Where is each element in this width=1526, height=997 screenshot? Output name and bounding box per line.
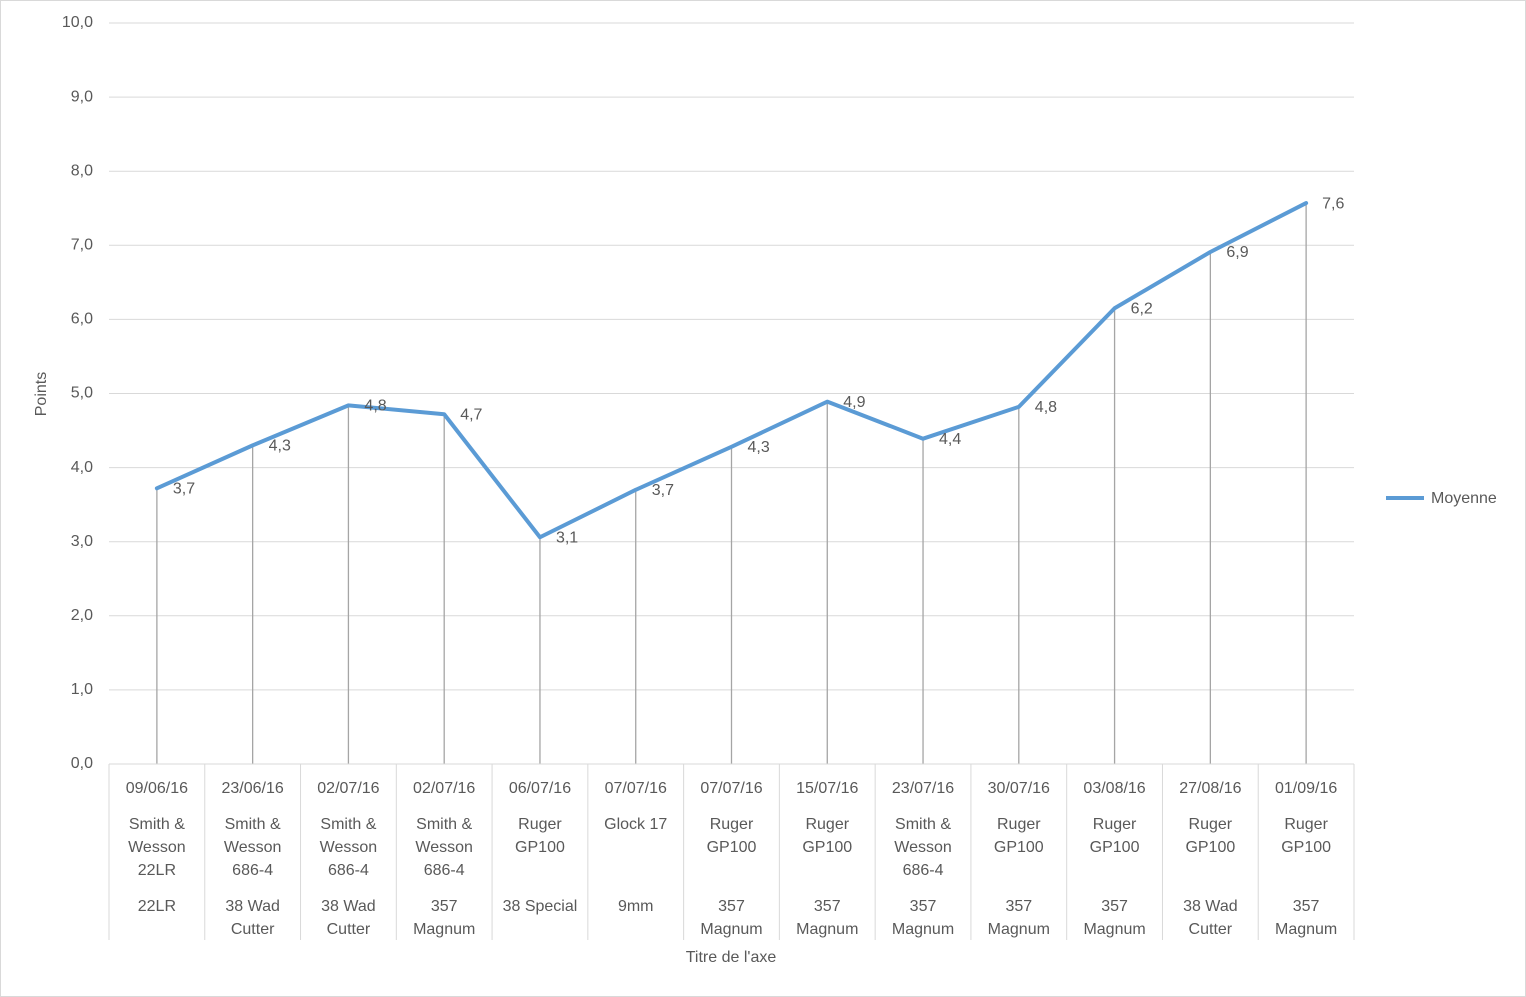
x-tick-model: Ruger GP100 — [515, 815, 565, 856]
x-tick-model: Glock 17 — [604, 815, 668, 833]
x-tick-date: 03/08/16 — [1083, 779, 1146, 797]
x-tick-date: 15/07/16 — [796, 779, 859, 797]
x-tick-model: Ruger GP100 — [1281, 815, 1332, 856]
data-label: 6,2 — [1131, 301, 1153, 318]
x-tick-model: Smith & Wesson 686-4 — [894, 815, 952, 879]
y-tick-label: 10,0 — [62, 14, 93, 31]
data-label: 4,8 — [364, 398, 386, 415]
data-label: 3,7 — [652, 482, 674, 499]
x-tick-date: 27/08/16 — [1179, 779, 1242, 797]
x-tick-model: Ruger GP100 — [993, 815, 1044, 856]
y-tick-label: 1,0 — [71, 681, 93, 698]
y-tick-label: 9,0 — [71, 88, 93, 105]
x-tick-caliber: 38 Wad Cutter — [1183, 897, 1238, 938]
x-tick-model: Smith & Wesson 686-4 — [223, 815, 282, 879]
data-label: 4,4 — [939, 431, 961, 448]
x-tick-date: 23/06/16 — [221, 779, 284, 797]
x-tick-model: Ruger GP100 — [1185, 815, 1236, 856]
x-tick-model: Ruger GP100 — [1089, 815, 1140, 856]
x-tick-date: 09/06/16 — [125, 779, 189, 797]
x-tick-model: Smith & Wesson 22LR — [128, 815, 186, 879]
x-tick-date: 07/07/16 — [604, 779, 667, 797]
y-tick-label: 6,0 — [71, 311, 93, 328]
series-line — [154, 201, 1309, 540]
x-tick-caliber: 357 Magnum — [796, 897, 859, 938]
x-tick-caliber: 38 Special — [502, 897, 578, 915]
x-tick-model: Ruger GP100 — [706, 815, 757, 856]
y-tick-label: 5,0 — [71, 385, 93, 402]
y-tick-label: 8,0 — [71, 162, 93, 179]
legend-label: Moyenne — [1431, 490, 1497, 507]
x-tick-date: 01/09/16 — [1274, 779, 1338, 797]
x-tick-caliber: 357 Magnum — [891, 897, 955, 938]
x-tick-caliber: 357 Magnum — [700, 897, 763, 938]
data-label: 4,3 — [748, 439, 770, 456]
x-tick-caliber: 22LR — [137, 897, 176, 915]
y-tick-label: 2,0 — [71, 607, 93, 624]
data-label: 4,7 — [460, 406, 482, 423]
x-tick-date: 02/07/16 — [413, 779, 476, 797]
x-tick-model: Smith & Wesson 686-4 — [415, 815, 473, 879]
x-tick-date: 07/07/16 — [700, 779, 763, 797]
x-tick-caliber: 357 Magnum — [1274, 897, 1338, 938]
y-tick-label: 7,0 — [71, 237, 93, 254]
data-label: 3,1 — [556, 529, 578, 546]
x-tick-caliber: 357 Magnum — [1083, 897, 1146, 938]
y-tick-label: 4,0 — [71, 459, 93, 476]
x-tick-date: 06/07/16 — [508, 779, 572, 797]
data-label: 4,3 — [269, 438, 291, 455]
data-label: 4,9 — [843, 394, 865, 411]
y-tick-label: 0,0 — [71, 755, 93, 772]
x-axis-title: Titre de l'axe — [686, 949, 777, 966]
data-label: 7,6 — [1322, 195, 1344, 212]
y-axis-title: Points — [33, 372, 50, 416]
y-tick-label: 3,0 — [71, 533, 93, 550]
x-tick-date: 02/07/16 — [317, 779, 380, 797]
data-label: 3,7 — [173, 481, 195, 498]
x-tick-date: 30/07/16 — [987, 779, 1050, 797]
x-tick-caliber: 357 Magnum — [413, 897, 476, 938]
x-tick-model: Ruger GP100 — [802, 815, 853, 856]
x-tick-date: 23/07/16 — [891, 779, 955, 797]
x-tick-model: Smith & Wesson 686-4 — [319, 815, 378, 879]
x-tick-caliber: 38 Wad Cutter — [225, 897, 280, 938]
x-tick-caliber: 38 Wad Cutter — [321, 897, 376, 938]
x-tick-caliber: 357 Magnum — [987, 897, 1050, 938]
data-label: 6,9 — [1226, 244, 1248, 261]
x-tick-caliber: 9mm — [617, 897, 654, 915]
data-label: 4,8 — [1035, 399, 1057, 416]
